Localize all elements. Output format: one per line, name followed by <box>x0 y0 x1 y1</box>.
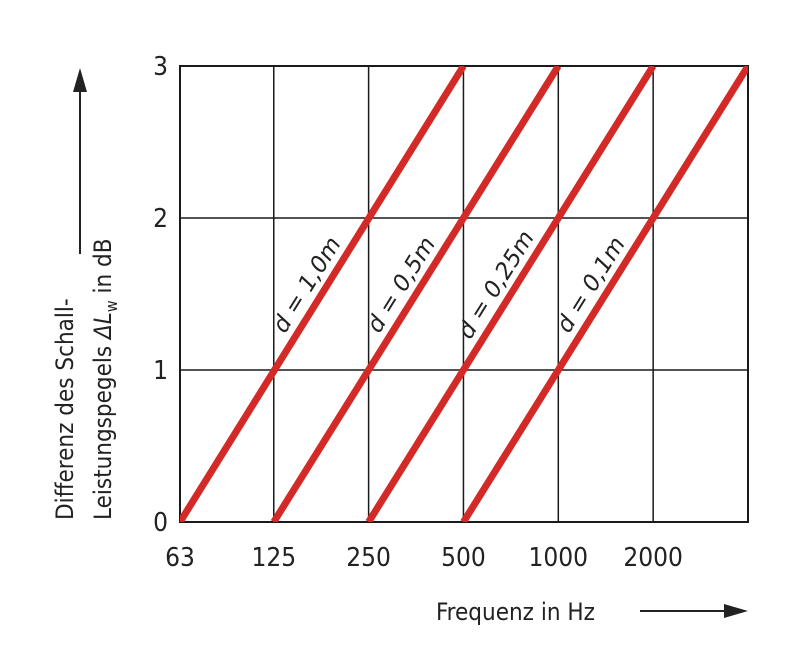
y-axis-label-prefix: Leistungspegels <box>89 339 117 520</box>
y-axis-arrowhead-icon <box>73 68 87 92</box>
x-tick-label: 500 <box>441 543 486 573</box>
x-tick-label: 1000 <box>529 543 589 573</box>
y-axis-label-line2: Leistungspegels ΔLw in dB <box>89 238 121 520</box>
x-tick-labels: 63 125 250 500 1000 2000 <box>165 543 683 573</box>
grid <box>179 65 749 523</box>
y-tick-label: 1 <box>153 356 168 386</box>
y-tick-label: 3 <box>153 52 168 82</box>
y-tick-labels: 0 1 2 3 <box>153 52 168 538</box>
series-label: d = 0,25m <box>453 226 540 343</box>
x-tick-label: 63 <box>165 543 195 573</box>
y-tick-label: 2 <box>153 204 168 234</box>
x-axis-label: Frequenz in Hz <box>436 598 595 626</box>
x-tick-label: 250 <box>346 543 391 573</box>
x-tick-label: 2000 <box>623 543 683 573</box>
series-line <box>460 66 748 522</box>
series-line <box>270 66 562 522</box>
x-tick-label: 125 <box>251 543 296 573</box>
y-axis-label-symbol: ΔL <box>89 312 117 341</box>
y-axis-label-line1: Differenz des Schall- <box>51 298 79 520</box>
series-line <box>365 66 657 522</box>
y-axis-label-subscript: w <box>102 300 121 312</box>
y-tick-label: 0 <box>153 508 168 538</box>
y-axis-label-unit: in dB <box>89 238 117 300</box>
x-axis-arrowhead-icon <box>724 604 748 618</box>
series-line <box>180 66 467 522</box>
series-lines <box>180 66 748 522</box>
